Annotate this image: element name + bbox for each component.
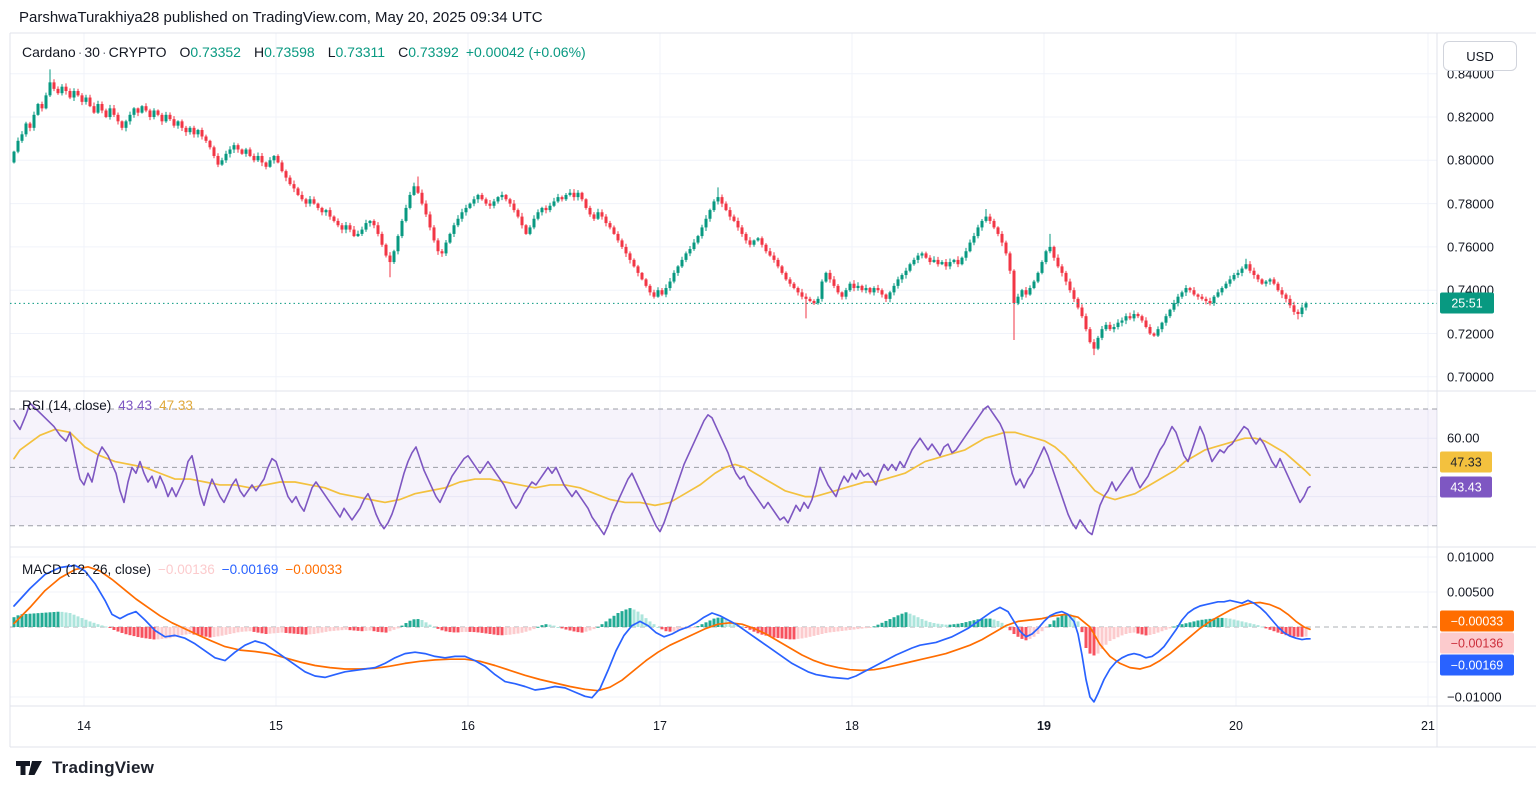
rsi-legend[interactable]: RSI (14, close) 43.43 47.33 — [22, 398, 193, 413]
symbol-legend[interactable]: Cardano · 30 · CRYPTO O0.73352 H0.73598 L0.7… — [22, 44, 586, 60]
tradingview-logo-icon — [16, 761, 42, 775]
rsi-tick-60: 60.00 — [1447, 430, 1480, 446]
time-label-20: 20 — [1229, 719, 1243, 733]
price-tick-0.70000: 0.70000 — [1447, 369, 1494, 385]
macd-legend[interactable]: MACD (12, 26, close) −0.00136 −0.00169 −… — [22, 562, 342, 577]
rsi-ma-badge: 47.33 — [1440, 451, 1492, 473]
ohlc-open: O0.73352 — [179, 44, 241, 60]
rsi-value-badge: 43.43 — [1440, 476, 1492, 498]
ohlc-low: L0.73311 — [327, 44, 386, 60]
rsi-legend-title: RSI (14, close) — [22, 398, 112, 413]
price-tick-0.78000: 0.78000 — [1447, 196, 1494, 212]
macd-tick-0.01000: 0.01000 — [1447, 549, 1494, 565]
macd-value-badge: −0.00169 — [1440, 654, 1514, 676]
time-label-21: 21 — [1421, 719, 1435, 733]
price-tick-0.72000: 0.72000 — [1447, 326, 1494, 341]
time-label-14: 14 — [77, 719, 91, 733]
macd-tick-0.00500: 0.00500 — [1447, 584, 1494, 600]
ohlc-high: H0.73598 — [253, 44, 315, 60]
macd-legend-title: MACD (12, 26, close) — [22, 562, 152, 577]
macd-signal-value: −0.00033 — [285, 562, 343, 577]
tradingview-logo-text: TradingView — [52, 758, 155, 777]
price-tick-0.76000: 0.76000 — [1447, 239, 1494, 255]
price-tick-0.80000: 0.80000 — [1447, 152, 1494, 168]
time-label-19: 19 — [1037, 719, 1051, 733]
rsi-ma-value: 47.33 — [159, 398, 193, 413]
macd-signal-badge: −0.00033 — [1440, 610, 1514, 632]
rsi-value: 43.43 — [118, 398, 153, 413]
time-label-15: 15 — [269, 719, 283, 733]
ohlc-close: C0.73392 — [398, 44, 459, 60]
time-label-16: 16 — [461, 719, 475, 733]
currency-usd-button[interactable]: USD — [1443, 41, 1517, 71]
countdown-badge: 25:51 — [1440, 292, 1494, 314]
tradingview-logo[interactable]: TradingView — [16, 757, 154, 779]
macd-line-value: −0.00169 — [221, 562, 279, 577]
symbol-title: Cardano · 30 · CRYPTO — [22, 44, 167, 60]
change-value: +0.00042 (+0.06%) — [465, 44, 586, 60]
time-label-18: 18 — [845, 719, 859, 733]
macd-tick-−0.01000: −0.01000 — [1447, 689, 1502, 705]
time-label-17: 17 — [653, 719, 667, 733]
macd-hist-badge: −0.00136 — [1440, 632, 1514, 654]
published-by-line: ParshwaTurakhiya28 published on TradingV… — [19, 9, 543, 26]
macd-hist-value: −0.00136 — [158, 562, 215, 577]
price-tick-0.82000: 0.82000 — [1447, 109, 1494, 125]
